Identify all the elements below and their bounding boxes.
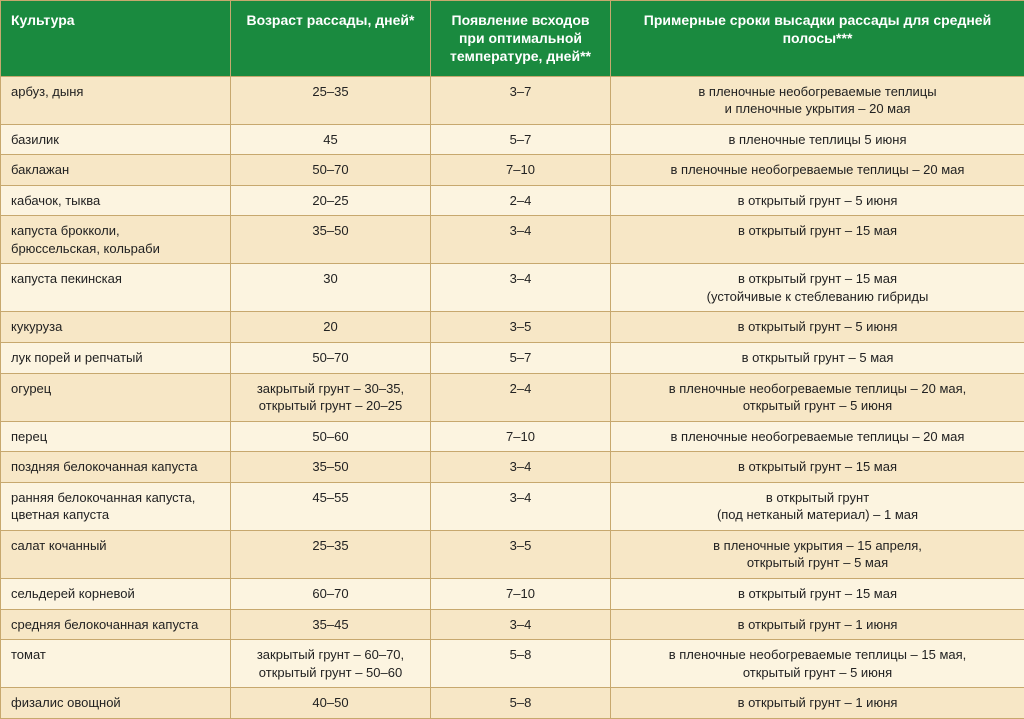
table-row: баклажан50–707–10в пленочные необогревае… xyxy=(1,155,1024,186)
table-row: лук порей и репчатый50–705–7в открытый г… xyxy=(1,343,1024,374)
cell: 20 xyxy=(231,312,431,343)
table-row: сельдерей корневой60–707–10в открытый гр… xyxy=(1,578,1024,609)
cell: 5–7 xyxy=(431,124,611,155)
table-row: томатзакрытый грунт – 60–70, открытый гр… xyxy=(1,640,1024,688)
table-row: физалис овощной40–505–8в открытый грунт … xyxy=(1,688,1024,719)
cell: 35–50 xyxy=(231,452,431,483)
table-row: капуста пекинская303–4в открытый грунт –… xyxy=(1,264,1024,312)
cell: 7–10 xyxy=(431,155,611,186)
col-header-planting: Примерные сроки высадки рассады для сред… xyxy=(611,1,1024,77)
table-row: огурецзакрытый грунт – 30–35, открытый г… xyxy=(1,373,1024,421)
cell: перец xyxy=(1,421,231,452)
table-row: капуста брокколи, брюссельская, кольраби… xyxy=(1,216,1024,264)
cell: базилик xyxy=(1,124,231,155)
cell: средняя белокочанная капуста xyxy=(1,609,231,640)
cell: в открытый грунт – 1 июня xyxy=(611,609,1024,640)
cell: 3–4 xyxy=(431,216,611,264)
cell: в пленочные необогреваемые теплицы – 20 … xyxy=(611,373,1024,421)
cell: 7–10 xyxy=(431,578,611,609)
table-row: арбуз, дыня25–353–7в пленочные необогрев… xyxy=(1,76,1024,124)
cell: 60–70 xyxy=(231,578,431,609)
cell: ранняя белокочанная капуста, цветная кап… xyxy=(1,482,231,530)
cell: 3–7 xyxy=(431,76,611,124)
table-row: кабачок, тыква20–252–4в открытый грунт –… xyxy=(1,185,1024,216)
cell: сельдерей корневой xyxy=(1,578,231,609)
cell: закрытый грунт – 60–70, открытый грунт –… xyxy=(231,640,431,688)
cell: в открытый грунт (под нетканый материал)… xyxy=(611,482,1024,530)
cell: 45–55 xyxy=(231,482,431,530)
cell: в открытый грунт – 5 мая xyxy=(611,343,1024,374)
seedlings-table: Культура Возраст рассады, дней* Появлени… xyxy=(0,0,1024,719)
cell: в открытый грунт – 15 мая xyxy=(611,452,1024,483)
cell: 40–50 xyxy=(231,688,431,719)
cell: поздняя белокочанная капуста xyxy=(1,452,231,483)
cell: в открытый грунт – 15 мая xyxy=(611,578,1024,609)
cell: 5–8 xyxy=(431,688,611,719)
cell: 25–35 xyxy=(231,530,431,578)
cell: 20–25 xyxy=(231,185,431,216)
cell: 3–4 xyxy=(431,609,611,640)
cell: арбуз, дыня xyxy=(1,76,231,124)
cell: 25–35 xyxy=(231,76,431,124)
cell: кабачок, тыква xyxy=(1,185,231,216)
table-header: Культура Возраст рассады, дней* Появлени… xyxy=(1,1,1024,77)
col-header-age: Возраст рассады, дней* xyxy=(231,1,431,77)
table-row: перец50–607–10в пленочные необогреваемые… xyxy=(1,421,1024,452)
cell: в открытый грунт – 1 июня xyxy=(611,688,1024,719)
cell: 7–10 xyxy=(431,421,611,452)
cell: 50–70 xyxy=(231,155,431,186)
cell: 3–4 xyxy=(431,264,611,312)
cell: капуста пекинская xyxy=(1,264,231,312)
cell: в открытый грунт – 15 мая xyxy=(611,216,1024,264)
cell: в открытый грунт – 15 мая (устойчивые к … xyxy=(611,264,1024,312)
table-body: арбуз, дыня25–353–7в пленочные необогрев… xyxy=(1,76,1024,718)
cell: в пленочные необогреваемые теплицы – 20 … xyxy=(611,155,1024,186)
cell: томат xyxy=(1,640,231,688)
cell: в пленочные необогреваемые теплицы и пле… xyxy=(611,76,1024,124)
cell: в пленочные необогреваемые теплицы – 20 … xyxy=(611,421,1024,452)
cell: огурец xyxy=(1,373,231,421)
cell: баклажан xyxy=(1,155,231,186)
cell: закрытый грунт – 30–35, открытый грунт –… xyxy=(231,373,431,421)
table-row: поздняя белокочанная капуста35–503–4в от… xyxy=(1,452,1024,483)
cell: физалис овощной xyxy=(1,688,231,719)
cell: в открытый грунт – 5 июня xyxy=(611,312,1024,343)
cell: 50–70 xyxy=(231,343,431,374)
cell: 50–60 xyxy=(231,421,431,452)
table-row: кукуруза203–5в открытый грунт – 5 июня xyxy=(1,312,1024,343)
table-row: базилик455–7в пленочные теплицы 5 июня xyxy=(1,124,1024,155)
cell: 2–4 xyxy=(431,185,611,216)
cell: 5–8 xyxy=(431,640,611,688)
cell: 3–5 xyxy=(431,530,611,578)
cell: 45 xyxy=(231,124,431,155)
cell: в открытый грунт – 5 июня xyxy=(611,185,1024,216)
cell: в пленочные укрытия – 15 апреля, открыты… xyxy=(611,530,1024,578)
cell: 3–4 xyxy=(431,452,611,483)
cell: лук порей и репчатый xyxy=(1,343,231,374)
cell: 35–45 xyxy=(231,609,431,640)
cell: 3–5 xyxy=(431,312,611,343)
cell: 30 xyxy=(231,264,431,312)
cell: в пленочные необогреваемые теплицы – 15 … xyxy=(611,640,1024,688)
cell: 5–7 xyxy=(431,343,611,374)
cell: капуста брокколи, брюссельская, кольраби xyxy=(1,216,231,264)
cell: в пленочные теплицы 5 июня xyxy=(611,124,1024,155)
table-row: салат кочанный25–353–5в пленочные укрыти… xyxy=(1,530,1024,578)
col-header-sprout: Появление всходов при оптимальной темпер… xyxy=(431,1,611,77)
col-header-culture: Культура xyxy=(1,1,231,77)
cell: 2–4 xyxy=(431,373,611,421)
table-row: средняя белокочанная капуста35–453–4в от… xyxy=(1,609,1024,640)
cell: кукуруза xyxy=(1,312,231,343)
table-row: ранняя белокочанная капуста, цветная кап… xyxy=(1,482,1024,530)
cell: 3–4 xyxy=(431,482,611,530)
cell: салат кочанный xyxy=(1,530,231,578)
cell: 35–50 xyxy=(231,216,431,264)
